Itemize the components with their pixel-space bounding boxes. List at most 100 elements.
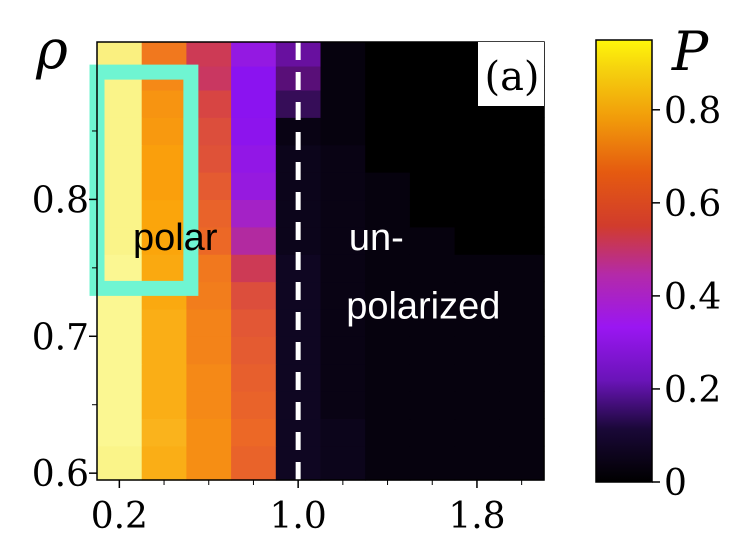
- heatmap-cell: [141, 144, 187, 173]
- heatmap-cell: [141, 199, 187, 228]
- heatmap-cell: [97, 308, 143, 337]
- heatmap-cell: [499, 199, 545, 228]
- heatmap-cell: [454, 308, 500, 337]
- heatmap-cell: [141, 117, 187, 146]
- heatmap-cell: [409, 445, 456, 481]
- heatmap-cells: [97, 42, 545, 481]
- heatmap-cell: [141, 445, 187, 481]
- heatmap-cell: [231, 42, 277, 67]
- heatmap-cell: [97, 226, 143, 255]
- colorbar-tick-label: 0.8: [664, 91, 721, 132]
- region-labels: polar un-polarized: [133, 217, 500, 327]
- heatmap-cell: [97, 336, 143, 365]
- colorbar-tick-label: 0.2: [664, 370, 721, 411]
- heatmap-cell: [409, 42, 456, 67]
- heatmap-cell: [320, 89, 366, 118]
- heatmap-cell: [454, 117, 500, 146]
- heatmap-cell: [409, 363, 456, 392]
- heatmap-cell: [499, 391, 545, 420]
- heatmap-cell: [320, 199, 366, 228]
- heatmap-cell: [320, 144, 366, 173]
- heatmap-cell: [409, 144, 456, 173]
- heatmap-cell: [365, 336, 411, 365]
- heatmap-cell: [141, 89, 187, 118]
- heatmap-cell: [141, 226, 187, 255]
- heatmap-cell: [365, 65, 411, 91]
- heatmap-cell: [365, 42, 411, 67]
- heatmap-cell: [409, 89, 456, 118]
- heatmap-cell: [320, 418, 366, 447]
- heatmap-cell: [499, 363, 545, 392]
- heatmap-cell: [231, 363, 277, 392]
- heatmap-cell: [231, 336, 277, 365]
- heatmap-cell: [320, 42, 366, 67]
- heatmap-cell: [97, 391, 143, 420]
- heatmap-cell: [499, 144, 545, 173]
- heatmap-cell: [97, 89, 143, 118]
- heatmap-cell: [231, 226, 277, 255]
- heatmap-cell: [409, 418, 456, 447]
- heatmap-cell: [409, 391, 456, 420]
- heatmap-cell: [141, 391, 187, 420]
- heatmap-cell: [231, 254, 277, 283]
- heatmap-cell: [365, 445, 411, 481]
- heatmap-cell: [231, 445, 277, 481]
- heatmap-cell: [365, 89, 411, 118]
- heatmap-cell: [365, 199, 411, 228]
- colorbar: [595, 39, 653, 483]
- heatmap-cell: [186, 42, 232, 67]
- y-axis: 0.6 0.7 0.8: [32, 130, 97, 495]
- panel-label-background: [478, 42, 544, 106]
- heatmap-cell: [231, 281, 277, 310]
- colorbar-tick-label: 0.6: [664, 184, 721, 225]
- heatmap-cell: [454, 199, 500, 228]
- heatmap-cell: [409, 226, 456, 255]
- heatmap-cell: [320, 445, 366, 481]
- region-label: polarized: [346, 285, 500, 327]
- heatmap-cell: [97, 363, 143, 392]
- heatmap-cell: [365, 418, 411, 447]
- heatmap-cell: [231, 144, 277, 173]
- heatmap-cell: [454, 336, 500, 365]
- heatmap-cell: [409, 199, 456, 228]
- heatmap-cell: [454, 226, 500, 255]
- heatmap-cell: [141, 418, 187, 447]
- heatmap-cell: [231, 418, 277, 447]
- heatmap-cell: [365, 363, 411, 392]
- colorbar-label: P: [671, 20, 710, 83]
- heatmap-cell: [231, 172, 277, 201]
- heatmap-cell: [320, 308, 366, 337]
- heatmap-cell: [97, 254, 143, 283]
- heatmap-cell: [97, 418, 143, 447]
- heatmap-cell: [97, 199, 143, 228]
- heatmap-cell: [141, 336, 187, 365]
- heatmap-cell: [320, 65, 366, 91]
- heatmap-cell: [186, 418, 232, 447]
- heatmap-cell: [499, 336, 545, 365]
- heatmap-cell: [365, 254, 411, 283]
- heatmap-cell: [320, 363, 366, 392]
- y-tick-label: 0.6: [32, 454, 89, 495]
- heatmap-cell: [231, 65, 277, 91]
- axes-frame: [96, 41, 545, 481]
- heatmap-cell: [97, 144, 143, 173]
- heatmap-cell: [499, 172, 545, 201]
- heatmap-cell: [499, 117, 545, 146]
- heatmap-cell: [141, 42, 187, 67]
- heatmap-cell: [141, 254, 187, 283]
- heatmap-cell: [499, 254, 545, 283]
- colorbar-axis: 0 0.2 0.4 0.6 0.8: [652, 91, 721, 504]
- heatmap-cell: [409, 65, 456, 91]
- x-tick-label: 1.8: [448, 496, 505, 537]
- heatmap-cell: [454, 418, 500, 447]
- panel-label: (a): [484, 54, 539, 100]
- heatmap-cell: [499, 281, 545, 310]
- y-axis-label: ρ: [35, 18, 68, 81]
- heatmap-cell: [320, 281, 366, 310]
- heatmap-cell: [186, 363, 232, 392]
- heatmap-cell: [231, 89, 277, 118]
- heatmap-cell: [499, 226, 545, 255]
- heatmap-cell: [141, 172, 187, 201]
- heatmap-cell: [499, 308, 545, 337]
